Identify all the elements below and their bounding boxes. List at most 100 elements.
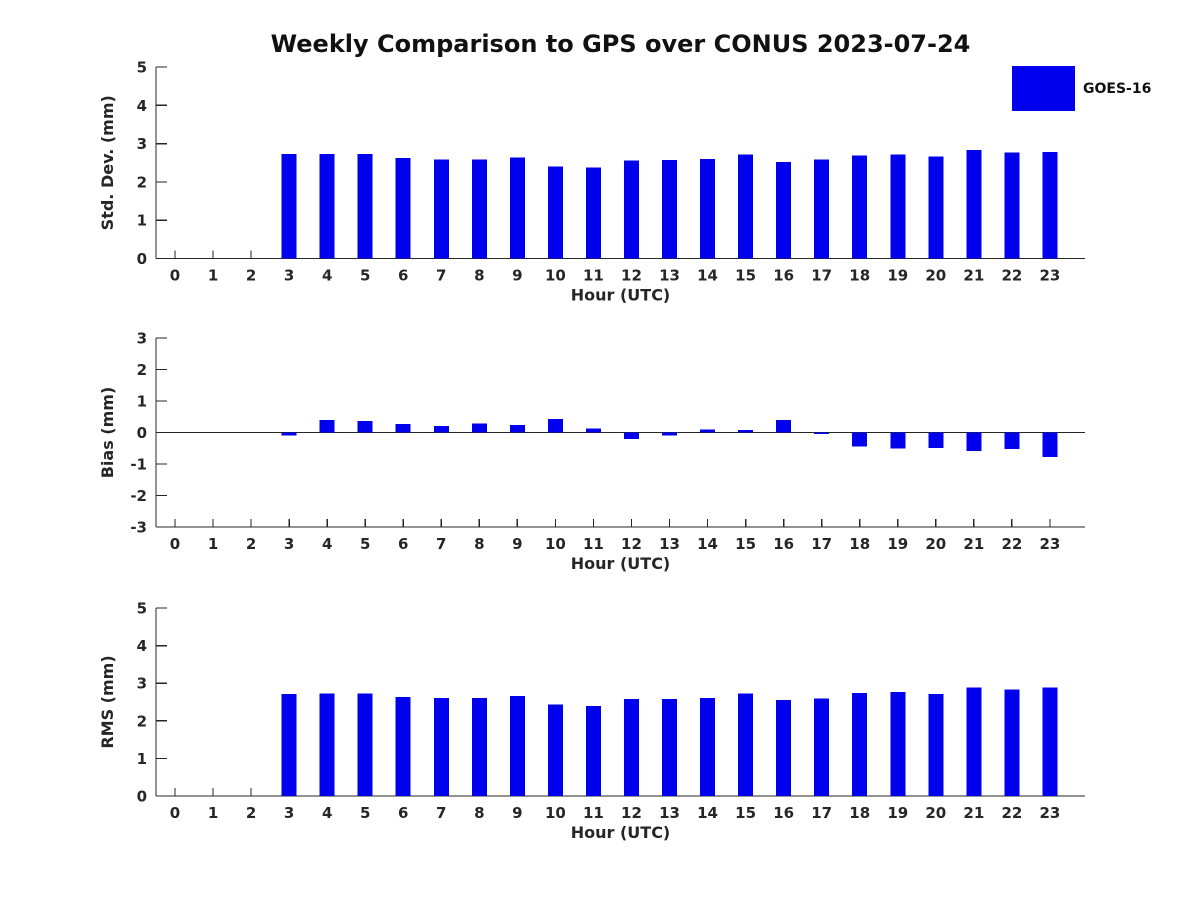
bar-hour-8	[471, 423, 487, 433]
x-tick-label: 11	[583, 804, 604, 822]
bar-hour-22	[1004, 152, 1020, 259]
bar-hour-13	[662, 432, 678, 436]
bar-hour-22	[1004, 432, 1020, 450]
x-tick-label: 4	[322, 267, 332, 285]
x-tick-label: 0	[170, 535, 180, 553]
y-tick-label: 5	[137, 600, 147, 618]
bar-hour-8	[471, 697, 487, 796]
x-tick-label: 22	[1001, 267, 1022, 285]
y-tick-label: 5	[137, 59, 147, 77]
x-tick-label: 19	[887, 267, 908, 285]
ticks	[156, 337, 1051, 528]
x-tick-label: 11	[583, 535, 604, 553]
x-tick-label: 13	[659, 267, 680, 285]
x-tick-label: 14	[697, 267, 718, 285]
x-tick-label: 20	[925, 804, 946, 822]
legend-swatch-goes16	[1012, 66, 1075, 111]
x-tick-label: 0	[170, 267, 180, 285]
x-tick-label: 17	[811, 804, 832, 822]
y-tick-label: -1	[130, 456, 147, 474]
y-tick-label: -2	[130, 487, 147, 505]
x-tick-label: 15	[735, 535, 756, 553]
bar-hour-23	[1042, 152, 1058, 259]
x-tick-label: 16	[773, 804, 794, 822]
bar-hour-19	[890, 432, 906, 449]
x-tick-label: 12	[621, 535, 642, 553]
y-tick-label: 2	[137, 712, 147, 730]
bar-hour-9	[509, 695, 525, 796]
x-tick-label: 2	[246, 804, 256, 822]
x-tick-label: 19	[887, 535, 908, 553]
bar-hour-7	[433, 698, 449, 796]
legend-label: GOES-16	[1083, 80, 1152, 97]
y-tick-label: 0	[137, 250, 147, 268]
x-tick-label: 21	[963, 535, 984, 553]
x-tick-label: 2	[246, 535, 256, 553]
x-tick-label: 23	[1039, 267, 1060, 285]
x-tick-label: 15	[735, 267, 756, 285]
bar-hour-18	[852, 432, 868, 447]
x-tick-label: 4	[322, 804, 332, 822]
bar-hour-14	[700, 429, 716, 433]
x-tick-label: 8	[474, 267, 484, 285]
bar-hour-10	[547, 704, 563, 796]
x-tick-label: 17	[811, 535, 832, 553]
bar-hour-14	[700, 697, 716, 796]
x-tick-label: 5	[360, 535, 370, 553]
x-tick-label: 3	[284, 535, 294, 553]
bar-hour-8	[471, 159, 487, 259]
bar-hour-4	[319, 693, 335, 796]
x-tick-label: 23	[1039, 535, 1060, 553]
x-tick-label: 17	[811, 267, 832, 285]
x-tick-label: 4	[322, 535, 332, 553]
x-tick-label: 20	[925, 535, 946, 553]
x-tick-label: 10	[545, 267, 566, 285]
x-tick-label: 16	[773, 267, 794, 285]
bar-hour-19	[890, 692, 906, 796]
y-tick-label: 0	[137, 424, 147, 442]
x-tick-label: 0	[170, 804, 180, 822]
bar-hour-6	[395, 158, 411, 259]
bar-hour-3	[281, 432, 297, 436]
y-tick-label: 4	[137, 637, 147, 655]
bar-hour-11	[585, 705, 601, 796]
x-tick-label: 16	[773, 535, 794, 553]
bar-hour-5	[357, 693, 373, 796]
x-tick-label: 9	[512, 804, 522, 822]
bar-hour-22	[1004, 689, 1020, 796]
y-axis-title: Bias (mm)	[98, 387, 117, 479]
bar-hour-7	[433, 159, 449, 259]
bar-hour-13	[662, 160, 678, 259]
x-tick-label: 23	[1039, 804, 1060, 822]
x-tick-label: 8	[474, 535, 484, 553]
bar-hour-6	[395, 697, 411, 796]
y-tick-label: 1	[137, 750, 147, 768]
bar-hour-23	[1042, 687, 1058, 796]
bar-hour-20	[928, 694, 944, 796]
bars	[281, 687, 1058, 796]
x-tick-label: 9	[512, 267, 522, 285]
x-tick-label: 11	[583, 267, 604, 285]
x-tick-label: 3	[284, 267, 294, 285]
y-tick-label: 1	[137, 212, 147, 230]
x-tick-label: 13	[659, 804, 680, 822]
bar-hour-21	[966, 432, 982, 452]
x-axis-title: Hour (UTC)	[571, 823, 671, 842]
x-tick-label: 7	[436, 267, 446, 285]
bar-hour-10	[547, 418, 563, 433]
x-tick-label: 18	[849, 535, 870, 553]
bars	[281, 418, 1058, 457]
x-tick-label: 19	[887, 804, 908, 822]
bar-hour-3	[281, 694, 297, 796]
bar-hour-12	[623, 698, 639, 796]
bar-hour-17	[814, 698, 830, 796]
x-tick-label: 14	[697, 535, 718, 553]
x-tick-label: 15	[735, 804, 756, 822]
y-tick-label: 3	[137, 330, 147, 348]
x-tick-label: 21	[963, 804, 984, 822]
